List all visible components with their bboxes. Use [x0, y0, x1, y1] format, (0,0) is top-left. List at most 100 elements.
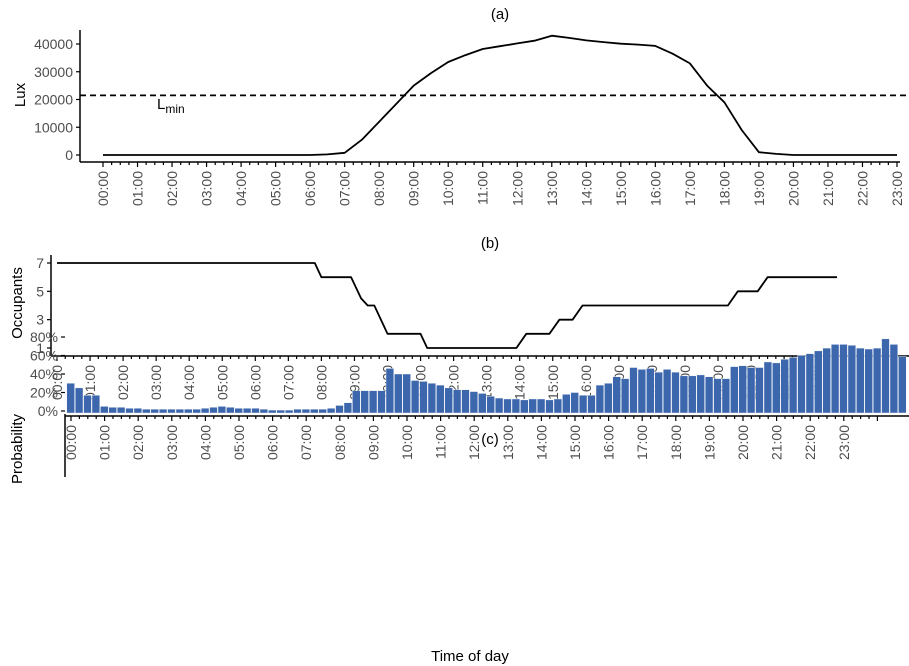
bar [663, 369, 672, 414]
y-tick-label: 30000 [34, 64, 73, 80]
bar [167, 408, 176, 414]
bar [91, 395, 101, 414]
x-tick-label: 02:00 [130, 425, 146, 460]
x-tick-label: 04:00 [233, 171, 249, 206]
bar [629, 367, 638, 414]
x-tick-label: 04:00 [181, 365, 197, 400]
bar [889, 344, 899, 414]
bar [822, 347, 831, 414]
bar [226, 407, 235, 414]
x-tick-label: 17:00 [634, 425, 650, 460]
x-axis-title: Time of day [431, 648, 509, 665]
x-tick-label: 00:00 [63, 425, 79, 460]
y-tick-label: 20000 [34, 92, 73, 108]
reference-line-label: Lmin [157, 96, 185, 116]
y-axis-title: Occupants [9, 267, 26, 339]
x-tick-label: 01:00 [82, 365, 98, 400]
bar [133, 408, 143, 414]
bar [679, 375, 689, 414]
bar [553, 398, 563, 414]
bar [259, 408, 269, 414]
bar [780, 359, 789, 414]
x-tick-label: 14:00 [533, 425, 549, 460]
x-tick-label: 15:00 [613, 171, 629, 206]
bar [789, 357, 798, 414]
bar [142, 408, 151, 414]
bar [377, 390, 386, 414]
bar [772, 362, 781, 414]
bar [327, 408, 336, 414]
bar [150, 408, 159, 414]
bar [217, 406, 227, 414]
bar [285, 409, 294, 414]
x-tick-label: 19:00 [751, 171, 767, 206]
bar [100, 406, 109, 414]
bar [570, 392, 579, 414]
reference-label-main: L [157, 96, 165, 113]
bar [797, 355, 806, 414]
x-tick-label: 17:00 [682, 171, 698, 206]
bar [251, 408, 260, 414]
x-tick-label: 09:00 [406, 171, 422, 206]
bar [503, 398, 512, 414]
x-tick-label: 12:00 [509, 171, 525, 206]
bar [721, 378, 731, 414]
bar [671, 371, 680, 414]
bar [537, 398, 546, 414]
x-tick-label: 13:00 [544, 171, 560, 206]
x-tick-label: 03:00 [164, 425, 180, 460]
y-tick-label: 0% [38, 403, 58, 419]
y-tick-label: 3 [36, 312, 44, 328]
x-tick-label: 09:00 [365, 425, 381, 460]
bar [545, 399, 554, 414]
bar [604, 383, 613, 414]
bar [83, 395, 92, 414]
x-tick-label: 07:00 [298, 425, 314, 460]
bar [646, 368, 655, 414]
bar [453, 389, 462, 414]
bar [486, 396, 495, 414]
bar [763, 361, 773, 414]
bar [369, 390, 378, 414]
series-line [57, 262, 837, 349]
bar [688, 375, 697, 414]
x-tick-label: 15:00 [567, 425, 583, 460]
bar [343, 402, 353, 414]
x-tick-label: 18:00 [716, 171, 732, 206]
bar [478, 393, 487, 414]
x-tick-label: 18:00 [668, 425, 684, 460]
bar [352, 390, 361, 414]
bar [495, 397, 504, 414]
x-tick-label: 13:00 [500, 425, 516, 460]
x-tick-label: 05:00 [214, 365, 230, 400]
y-tick-label: 40% [30, 366, 58, 382]
y-tick-label: 5 [36, 283, 44, 299]
series-line [103, 34, 897, 156]
bar [637, 369, 647, 414]
y-tick-label: 7 [36, 255, 44, 271]
bar [419, 381, 428, 414]
bar [318, 408, 327, 414]
bar [654, 371, 663, 414]
panel-a: (a) Lux 0 10000 20000 30000 40000 00:00 01:00 02:… [12, 6, 907, 206]
x-tick-label: 02:00 [164, 171, 180, 206]
bar [436, 384, 445, 414]
bar [511, 398, 521, 414]
panel-title: (b) [481, 235, 499, 252]
bar [856, 347, 865, 414]
y-tick-label: 0 [65, 147, 73, 163]
x-tick-label: 05:00 [268, 171, 284, 206]
bar [595, 384, 605, 414]
bar [873, 347, 882, 414]
bar [209, 407, 218, 414]
x-tick-label: 08:00 [313, 365, 329, 400]
bar [276, 409, 285, 414]
bar [730, 366, 739, 414]
x-tick-label: 06:00 [265, 425, 281, 460]
y-tick-label: 1 [36, 340, 44, 356]
panel-title: (a) [491, 6, 509, 23]
bar [847, 345, 857, 414]
x-tick-label: 14:00 [578, 171, 594, 206]
bar [898, 356, 907, 414]
